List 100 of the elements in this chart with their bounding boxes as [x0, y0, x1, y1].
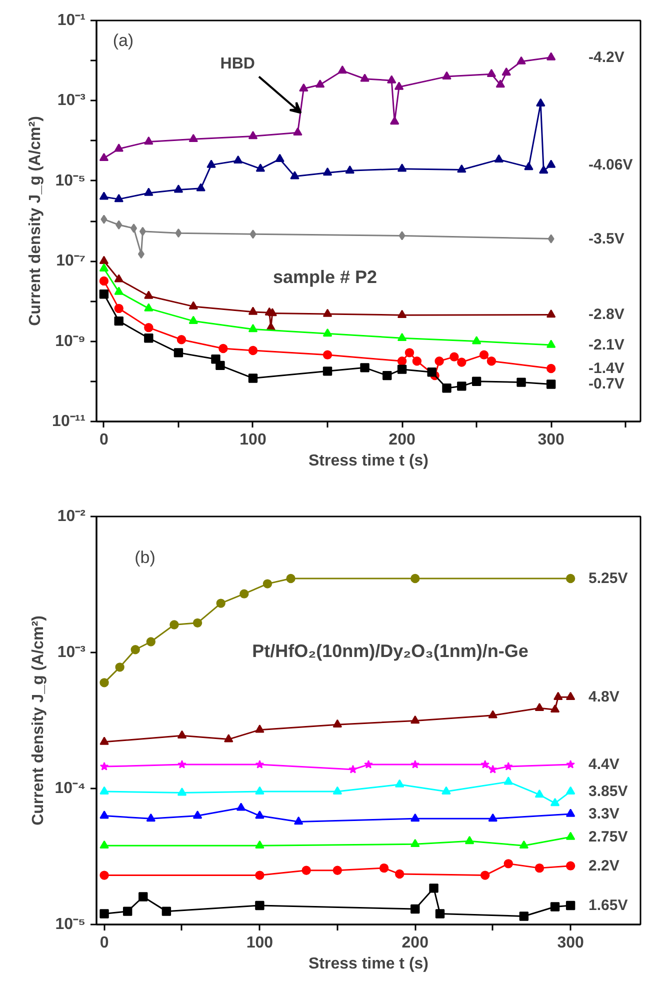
point — [114, 304, 124, 314]
point — [397, 310, 407, 318]
point — [398, 231, 406, 240]
point — [566, 692, 576, 700]
x-axis-title: Stress time t (s) — [308, 452, 429, 470]
series-label: 5.25V — [588, 570, 628, 588]
point — [114, 274, 124, 282]
point — [286, 574, 296, 584]
point — [457, 358, 466, 367]
point — [188, 301, 198, 310]
point — [294, 816, 304, 825]
point — [412, 356, 422, 366]
point — [322, 366, 332, 376]
series-label: 1.65V — [588, 896, 628, 914]
x-tick-label: 200 — [402, 934, 429, 952]
point — [192, 618, 202, 628]
point — [175, 228, 182, 238]
point — [146, 813, 156, 822]
point — [566, 832, 576, 840]
point — [546, 340, 556, 348]
point — [255, 900, 264, 910]
y-tick-label: 10⁻³ — [57, 644, 86, 661]
point — [397, 356, 407, 366]
point — [494, 154, 504, 162]
point — [130, 645, 140, 654]
point — [550, 798, 560, 806]
point — [524, 162, 534, 170]
point — [144, 303, 154, 312]
y-tick-label: 10⁻¹ — [57, 12, 86, 29]
point — [268, 308, 277, 316]
x-tick-label: 100 — [240, 432, 266, 448]
point — [429, 884, 438, 893]
point — [236, 802, 246, 811]
point — [546, 160, 556, 168]
point — [442, 71, 452, 80]
series-label: 2.75V — [588, 828, 628, 846]
point — [99, 263, 109, 272]
y-tick-label: 10⁻⁴ — [54, 780, 86, 797]
point — [322, 308, 332, 317]
series-label: 3.85V — [588, 783, 628, 800]
y-tick-label: 10⁻⁵ — [55, 916, 86, 933]
point — [176, 335, 186, 344]
point — [114, 144, 124, 152]
point — [457, 382, 466, 391]
point — [364, 760, 373, 768]
point — [130, 224, 138, 233]
point — [410, 838, 420, 848]
point — [188, 316, 198, 324]
point — [348, 764, 358, 774]
x-tick-label: 0 — [100, 432, 109, 448]
point — [496, 80, 505, 88]
point — [100, 810, 109, 819]
point — [379, 863, 389, 873]
point — [360, 74, 370, 82]
x-tick-label: 300 — [538, 432, 565, 448]
point — [502, 67, 511, 76]
point — [546, 52, 556, 60]
x-tick-label: 300 — [557, 934, 584, 952]
point — [534, 790, 544, 798]
point — [504, 776, 513, 785]
point — [488, 813, 498, 822]
annotation: (b) — [134, 548, 156, 567]
point — [457, 164, 466, 173]
point — [427, 368, 436, 377]
y-axis-title: Current density J_g (A/cm²) — [27, 116, 44, 326]
point — [114, 286, 124, 295]
point — [488, 764, 498, 774]
point — [256, 164, 266, 172]
point — [100, 678, 109, 688]
point — [442, 384, 452, 393]
point — [480, 870, 490, 880]
point — [99, 290, 109, 299]
point — [262, 579, 272, 588]
point — [299, 83, 308, 92]
text: -0.7V — [588, 376, 624, 393]
point — [248, 131, 258, 140]
point — [115, 662, 124, 672]
point — [146, 637, 156, 646]
point — [516, 378, 526, 387]
text: -2.1V — [588, 336, 624, 354]
y-tick-label: 10⁻⁹ — [55, 332, 86, 350]
point — [255, 760, 264, 768]
point — [100, 870, 109, 880]
point — [315, 80, 325, 88]
point — [322, 328, 332, 337]
point — [566, 786, 576, 794]
series-label: 4.8V — [588, 688, 620, 706]
point — [410, 716, 420, 724]
point — [122, 906, 132, 916]
point — [539, 165, 548, 174]
point — [450, 352, 459, 362]
point — [546, 380, 556, 389]
point — [550, 902, 560, 912]
point — [322, 167, 332, 176]
x-tick-label: 100 — [246, 934, 274, 952]
point — [566, 574, 576, 584]
point — [248, 346, 258, 356]
point — [218, 344, 228, 354]
point — [162, 906, 172, 916]
point — [332, 786, 342, 794]
